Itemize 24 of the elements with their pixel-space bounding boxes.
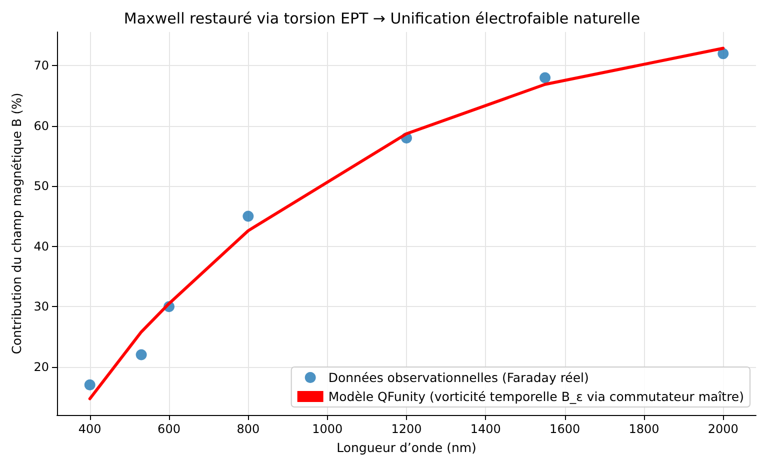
x-axis-title: Longueur d’onde (nm) bbox=[336, 440, 476, 455]
point bbox=[136, 349, 147, 360]
x-tick-label: 1400 bbox=[470, 422, 501, 436]
legend-label: Modèle QFunity (vorticité temporelle B_ε via commutateur maître) bbox=[328, 389, 744, 404]
y-tick-label: 40 bbox=[34, 239, 49, 254]
legend-label: Données observationnelles (Faraday réel) bbox=[328, 370, 589, 385]
point bbox=[540, 72, 551, 84]
x-tick-label: 1800 bbox=[628, 422, 660, 436]
x-tick-label: 600 bbox=[158, 422, 180, 436]
x-tick-label: 1200 bbox=[391, 422, 422, 436]
y-axis-title: Contribution du champ magnétique B (%) bbox=[8, 92, 24, 354]
x-tick-label: 400 bbox=[78, 422, 102, 436]
y-tick-label: 60 bbox=[34, 118, 49, 133]
x-tick-label: 2000 bbox=[708, 422, 738, 436]
point bbox=[242, 210, 254, 222]
y-tick-label: 70 bbox=[34, 58, 49, 73]
point bbox=[84, 379, 96, 390]
y-tick-label: 50 bbox=[34, 179, 49, 194]
y-tick-label: 20 bbox=[34, 360, 49, 374]
y-tick-label: 30 bbox=[34, 300, 49, 314]
x-tick-label: 1600 bbox=[550, 422, 580, 436]
chart-title: Maxwell restauré via torsion EPT → Unification électrofaible naturelle bbox=[124, 10, 640, 28]
x-tick-label: 1000 bbox=[312, 422, 343, 436]
x-tick-label: 800 bbox=[236, 422, 260, 436]
